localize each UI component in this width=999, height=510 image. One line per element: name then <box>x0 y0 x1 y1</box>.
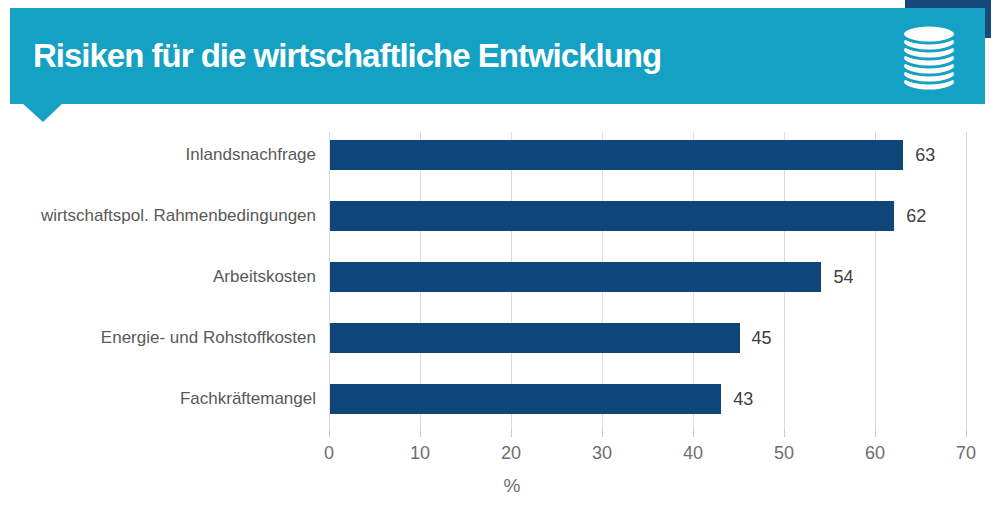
coin-stack-icon <box>899 23 959 93</box>
bar-value-label: 43 <box>733 384 753 414</box>
title-banner: Risiken für die wirtschaftliche Entwickl… <box>10 8 985 104</box>
category-label: wirtschaftspol. Rahmenbedingungen <box>0 201 316 231</box>
tick-label: 0 <box>299 443 359 464</box>
bar-value-label: 54 <box>833 262 853 292</box>
axis-tick <box>966 430 967 437</box>
gridline <box>966 132 967 430</box>
page-title: Risiken für die wirtschaftliche Entwickl… <box>33 8 661 104</box>
axis-tick <box>875 430 876 437</box>
banner-tail <box>22 103 63 122</box>
bar <box>330 323 740 353</box>
tick-label: 40 <box>663 443 723 464</box>
tick-label: 20 <box>481 443 541 464</box>
bar <box>330 384 721 414</box>
tick-label: 70 <box>936 443 996 464</box>
bar-value-label: 45 <box>752 323 772 353</box>
tick-label: 60 <box>845 443 905 464</box>
bar <box>330 140 903 170</box>
category-label: Fachkräftemangel <box>0 384 316 414</box>
bar-value-label: 63 <box>915 140 935 170</box>
axis-tick <box>511 430 512 437</box>
axis-tick <box>329 430 330 437</box>
tick-label: 50 <box>754 443 814 464</box>
category-label: Inlandsnachfrage <box>0 140 316 170</box>
bar <box>330 201 894 231</box>
bar-value-label: 62 <box>906 201 926 231</box>
x-axis-label: % <box>482 475 542 497</box>
axis-tick <box>784 430 785 437</box>
category-label: Energie- und Rohstoffkosten <box>0 323 316 353</box>
tick-label: 30 <box>572 443 632 464</box>
tick-label: 10 <box>390 443 450 464</box>
axis-tick <box>420 430 421 437</box>
bar <box>330 262 821 292</box>
gridline <box>875 132 876 430</box>
axis-tick <box>693 430 694 437</box>
axis-tick <box>602 430 603 437</box>
category-label: Arbeitskosten <box>0 262 316 292</box>
